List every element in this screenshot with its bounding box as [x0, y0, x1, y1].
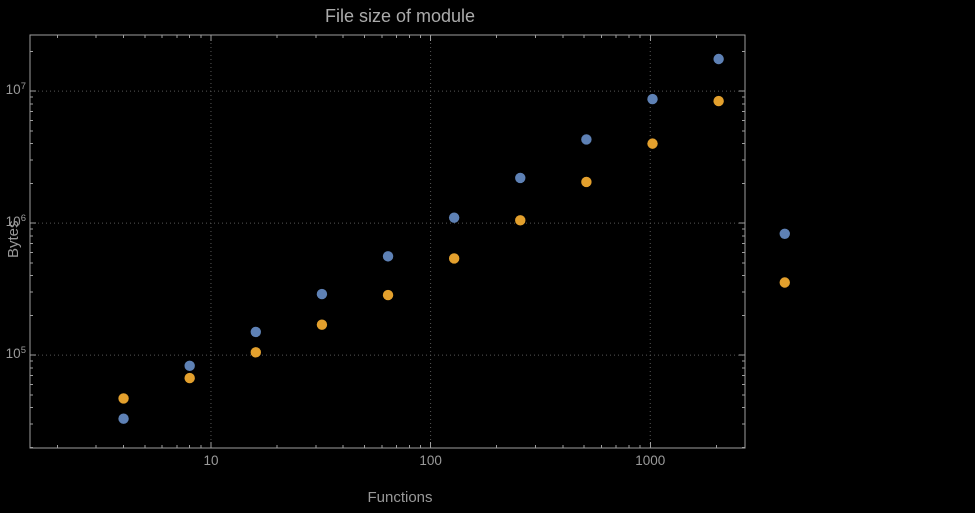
data-point-series-1: [184, 360, 195, 372]
data-point-series-1: [118, 413, 129, 424]
data-point-series-1: [515, 172, 526, 184]
data-point-series-2: [779, 277, 790, 288]
x-tick-label: 1000: [635, 453, 666, 468]
data-point-series-1: [316, 288, 328, 300]
x-tick-label: 10: [203, 453, 219, 468]
data-point-series-2: [581, 176, 592, 188]
data-point-series-2: [713, 95, 724, 107]
chart-title: File size of module: [324, 6, 476, 26]
data-point-series-2: [448, 253, 460, 264]
data-point-series-2: [316, 319, 328, 330]
data-point-series-1: [779, 228, 790, 240]
y-tick-label: 105: [5, 345, 26, 362]
data-point-series-1: [382, 251, 394, 262]
data-point-series-2: [515, 215, 526, 226]
data-point-series-2: [184, 372, 195, 384]
y-tick-label: 107: [5, 81, 26, 98]
x-axis-label: Functions: [367, 489, 433, 506]
data-point-series-1: [581, 134, 592, 145]
data-point-series-2: [118, 393, 129, 404]
plot-frame: [29, 34, 746, 449]
y-tick-label: 106: [5, 213, 26, 230]
data-point-series-2: [250, 347, 261, 358]
x-tick-label: 100: [419, 453, 442, 468]
data-point-series-1: [647, 93, 658, 105]
data-point-series-2: [382, 289, 394, 301]
data-point-series-1: [250, 326, 261, 338]
data-point-series-1: [713, 53, 724, 65]
data-point-series-1: [448, 212, 460, 223]
data-point-series-2: [647, 138, 658, 149]
